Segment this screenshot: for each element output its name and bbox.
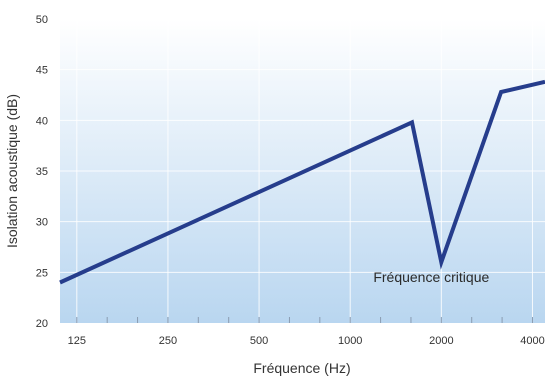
x-tick-label-2000: 2000 bbox=[429, 335, 453, 347]
x-tick-label-500: 500 bbox=[250, 335, 268, 347]
x-tick-label-250: 250 bbox=[159, 335, 177, 347]
y-tick-label-30: 30 bbox=[36, 217, 48, 229]
annotation-critical-frequency: Fréquence critique bbox=[373, 269, 489, 285]
x-tick-label-1000: 1000 bbox=[338, 335, 362, 347]
y-tick-label-25: 25 bbox=[36, 267, 48, 279]
y-axis-ticks: 20 25 30 35 40 45 50 bbox=[36, 14, 48, 330]
x-axis-ticks: 125 250 500 1000 2000 4000 bbox=[68, 335, 545, 347]
y-tick-label-20: 20 bbox=[36, 318, 48, 330]
x-tick-label-125: 125 bbox=[68, 335, 86, 347]
y-tick-label-40: 40 bbox=[36, 115, 48, 127]
x-axis-label: Fréquence (Hz) bbox=[253, 360, 350, 376]
y-tick-label-35: 35 bbox=[36, 166, 48, 178]
series-line bbox=[59, 79, 545, 285]
x-tick-label-4000: 4000 bbox=[520, 335, 544, 347]
y-tick-label-45: 45 bbox=[36, 65, 48, 77]
y-axis-label: Isolation acoustique (dB) bbox=[4, 94, 20, 248]
y-tick-label-50: 50 bbox=[36, 14, 48, 26]
minor-ticks bbox=[76, 317, 533, 323]
